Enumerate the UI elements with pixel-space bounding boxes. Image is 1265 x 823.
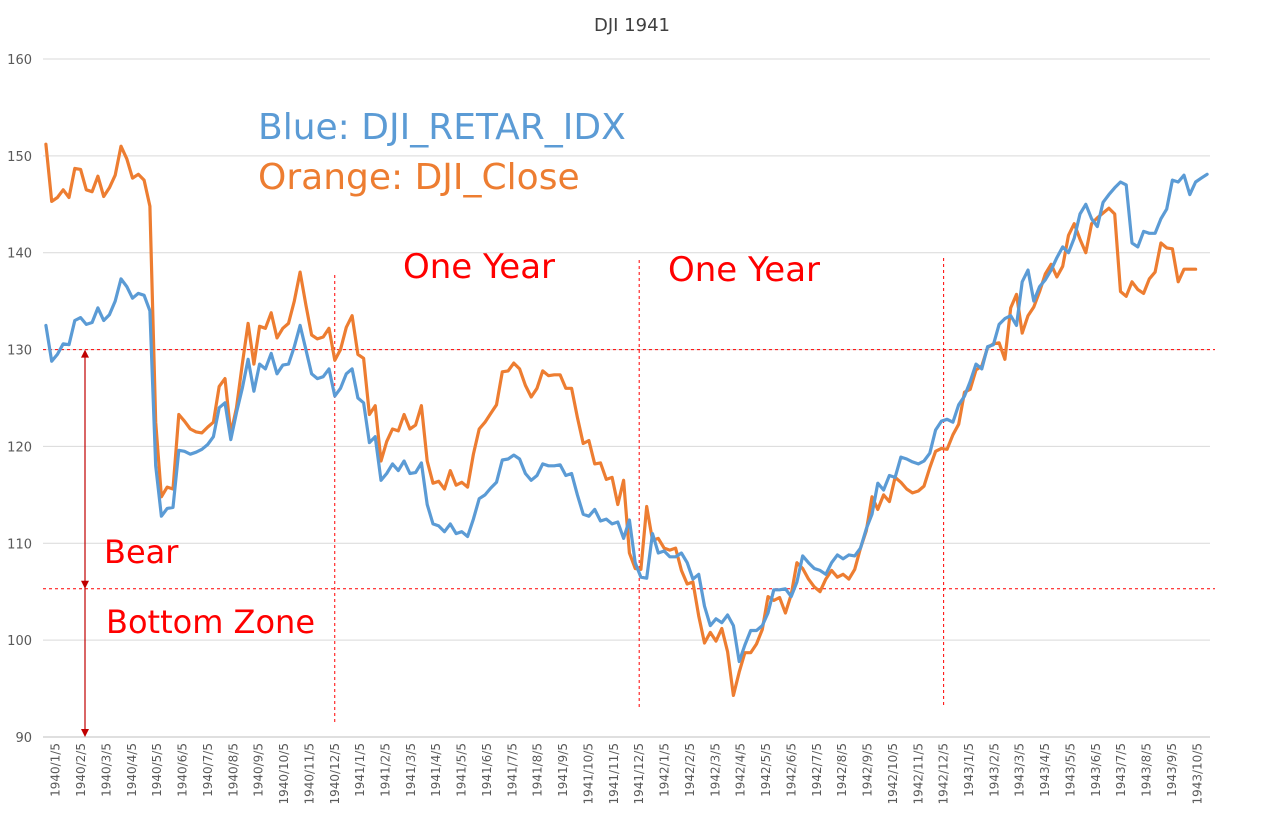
arrowhead-up (81, 349, 89, 358)
x-tick-label: 1940/9/5 (252, 743, 266, 797)
x-tick-label: 1941/12/5 (632, 743, 646, 805)
x-tick-label: 1942/6/5 (784, 743, 798, 797)
x-axis: 1940/1/5 1940/2/5 1940/3/5 1940/4/5 1940/5/5… (43, 736, 1210, 805)
legend-orange-label: Orange: DJI_Close (258, 157, 580, 198)
x-tick-label: 1941/11/5 (607, 743, 621, 805)
x-tick-label: 1943/10/5 (1190, 743, 1204, 805)
x-tick-label: 1942/8/5 (835, 743, 849, 797)
x-tick-label: 1943/6/5 (1089, 743, 1103, 797)
x-tick-label: 1942/10/5 (886, 743, 900, 805)
x-tick-label: 1941/1/5 (353, 743, 367, 797)
x-tick-label: 1940/3/5 (99, 743, 113, 797)
x-tick-label: 1941/9/5 (556, 743, 570, 797)
x-tick-label: 1940/2/5 (74, 743, 88, 797)
x-tick-label: 1943/8/5 (1140, 743, 1154, 797)
x-tick-label: 1942/9/5 (861, 743, 875, 797)
x-tick-label: 1941/4/5 (429, 743, 443, 797)
bear-zone-arrows (81, 349, 89, 737)
y-tick-label: 90 (15, 731, 32, 746)
x-tick-label: 1940/10/5 (277, 743, 291, 805)
x-tick-label: 1942/3/5 (708, 743, 722, 797)
x-tick-label: 1941/8/5 (531, 743, 545, 797)
arrowhead-down (81, 580, 89, 589)
legend-blue-label: Blue: DJI_RETAR_IDX (258, 107, 626, 148)
x-tick-label: 1942/4/5 (734, 743, 748, 797)
series-line-dji-retar-idx (44, 172, 1209, 664)
x-tick-label: 1940/12/5 (328, 743, 342, 805)
x-tick-label: 1943/4/5 (1038, 743, 1052, 797)
bottom-zone-label: Bottom Zone (106, 603, 315, 641)
y-tick-label: 110 (7, 537, 32, 552)
x-tick-label: 1941/7/5 (505, 743, 519, 797)
x-tick-label: 1942/12/5 (937, 743, 951, 805)
reference-lines (43, 258, 1215, 725)
x-tick-label: 1940/8/5 (226, 743, 240, 797)
x-tick-label: 1941/5/5 (455, 743, 469, 797)
series-line-dji-close (44, 142, 1198, 698)
y-tick-label: 150 (7, 150, 32, 165)
x-tick-label: 1942/7/5 (810, 743, 824, 797)
bear-label: Bear (104, 533, 179, 571)
x-tick-label: 1940/6/5 (176, 743, 190, 797)
x-tick-label: 1942/2/5 (683, 743, 697, 797)
y-tick-label: 140 (7, 247, 32, 262)
x-tick-label: 1943/7/5 (1114, 743, 1128, 797)
x-tick-label: 1941/3/5 (404, 743, 418, 797)
x-tick-label: 1940/4/5 (125, 743, 139, 797)
x-tick-label: 1940/11/5 (302, 743, 316, 805)
y-tick-label: 130 (7, 344, 32, 359)
x-tick-label: 1942/1/5 (658, 743, 672, 797)
x-tick-label: 1941/6/5 (480, 743, 494, 797)
x-tick-label: 1942/5/5 (759, 743, 773, 797)
chart-title: DJI 1941 (594, 15, 670, 36)
x-tick-label: 1942/11/5 (911, 743, 925, 805)
y-tick-label: 120 (7, 440, 32, 455)
series-lines (44, 142, 1209, 698)
arrowhead-down (81, 729, 89, 737)
one-year-label-2: One Year (668, 250, 820, 290)
x-tick-label: 1943/3/5 (1013, 743, 1027, 797)
x-tick-label: 1940/5/5 (150, 743, 164, 797)
x-tick-label: 1943/5/5 (1063, 743, 1077, 797)
x-tick-label: 1943/2/5 (987, 743, 1001, 797)
x-tick-label: 1941/2/5 (378, 743, 392, 797)
x-tick-label: 1940/1/5 (49, 743, 63, 797)
y-tick-label: 100 (7, 634, 32, 649)
x-tick-label: 1943/9/5 (1165, 743, 1179, 797)
y-axis-tick-labels: 90 100 110 120 130 140 150 160 (7, 53, 32, 746)
x-tick-label: 1943/1/5 (962, 743, 976, 797)
x-tick-label: 1941/10/5 (581, 743, 595, 805)
one-year-label-1: One Year (403, 247, 555, 287)
y-tick-label: 160 (7, 53, 32, 68)
x-tick-label: 1940/7/5 (201, 743, 215, 797)
